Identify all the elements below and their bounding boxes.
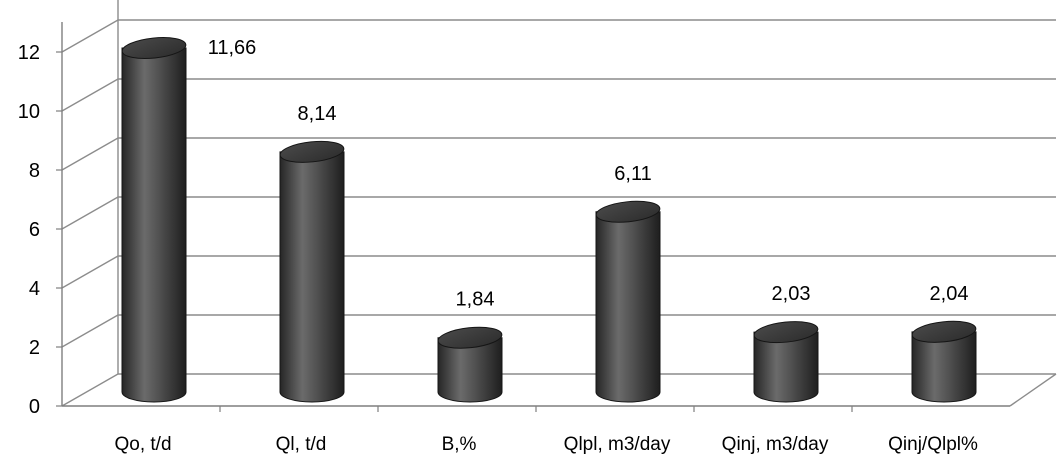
y-tick-label: 12 (18, 42, 40, 64)
labels: 0 2 4 6 8 10 12 11,66 Qo, t/d 8,14 Ql, t/d 1,84 B,% 6… (18, 37, 978, 455)
data-label: 2,04 (930, 283, 969, 305)
bar-top (121, 37, 187, 60)
category-label: Qlpl, m3/day (564, 434, 671, 455)
bars (121, 37, 977, 403)
bar-4 (753, 321, 819, 403)
category-label: Qo, t/d (114, 434, 171, 455)
gridline-side (61, 19, 119, 53)
data-label: 2,03 (772, 283, 811, 305)
bar-top (911, 320, 977, 343)
bar-top (279, 140, 345, 163)
bar-0 (121, 37, 187, 403)
data-label: 8,14 (298, 103, 337, 125)
data-label: 1,84 (456, 289, 495, 311)
bar-body (437, 337, 503, 403)
y-tick-label: 10 (18, 101, 40, 123)
gridlines (61, 19, 1056, 407)
gridline-side (61, 373, 119, 407)
floor-edge (1009, 373, 1057, 407)
gridline-side (61, 314, 119, 348)
y-tick-label: 0 (29, 396, 40, 418)
bar-top (595, 200, 661, 223)
bar-body (121, 47, 187, 403)
gridline-side (61, 137, 119, 171)
category-label: Ql, t/d (276, 434, 327, 455)
gridline-side (61, 255, 119, 289)
bar-body (911, 331, 977, 403)
y-tick-label: 4 (29, 278, 40, 300)
bar-3 (595, 200, 661, 403)
y-tick-label: 2 (29, 337, 40, 359)
data-label: 11,66 (208, 37, 257, 59)
bar-body (595, 211, 661, 403)
bar-top (753, 321, 819, 344)
bar-body (753, 331, 819, 403)
bar-body (279, 151, 345, 403)
category-label: Qinj, m3/day (722, 434, 829, 455)
data-label: 6,11 (614, 163, 651, 185)
bar-1 (279, 140, 345, 403)
gridline-side (61, 196, 119, 230)
y-tick-label: 6 (29, 219, 40, 241)
bar-5 (911, 320, 977, 403)
gridline-side (61, 78, 119, 112)
bar-2 (437, 326, 503, 403)
axes (56, 0, 1057, 412)
y-tick-label: 8 (29, 160, 40, 182)
bar-top (437, 326, 503, 349)
category-label: Qinj/Qlpl% (888, 434, 978, 455)
category-label: B,% (442, 434, 477, 455)
